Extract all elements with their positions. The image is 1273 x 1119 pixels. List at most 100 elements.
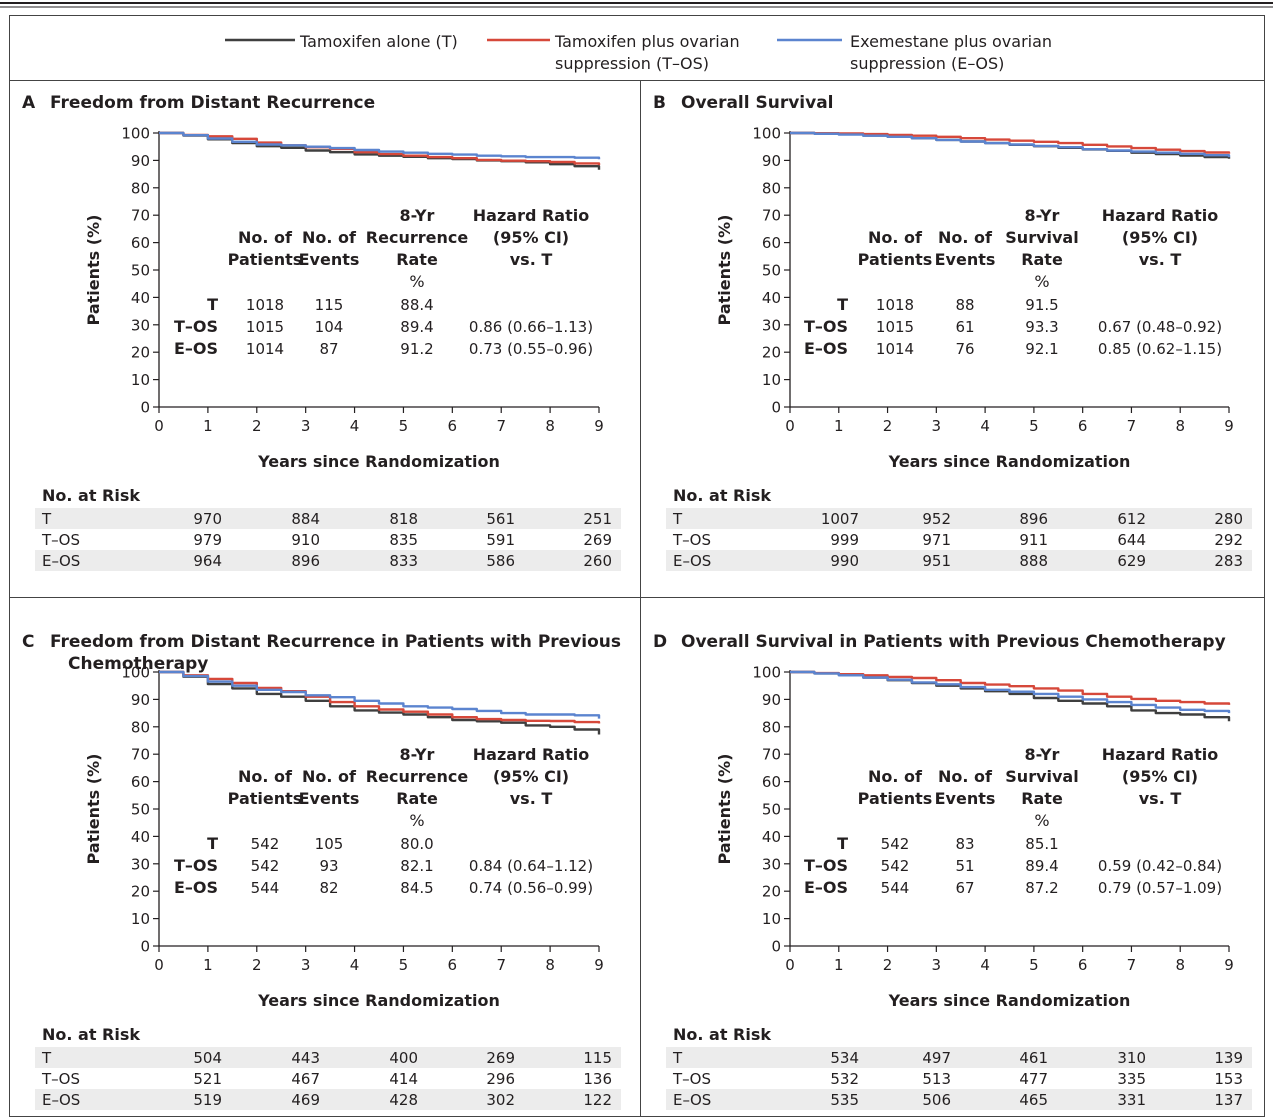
at-risk-value: 952 (922, 510, 951, 528)
at-risk-value: 443 (291, 1049, 320, 1067)
at-risk-table: No. at Risk T 504 443 400 269 115 T–OS 521 467 414… (35, 1025, 621, 1110)
stats-group-label: E–OS (804, 878, 848, 897)
x-axis-label: Years since Randomization (888, 991, 1131, 1010)
stats-table: 8-Yr Hazard Ratio No. of No. of Recurrence (9… (174, 745, 593, 897)
at-risk-value: 896 (291, 552, 320, 570)
y-tick-label: 60 (131, 773, 150, 791)
stats-header-cell: Survival (1005, 767, 1078, 786)
stats-patients: 1014 (246, 340, 284, 358)
y-tick-label: 40 (131, 289, 150, 307)
at-risk-row-label: E–OS (673, 552, 711, 570)
stats-header-cell: Hazard Ratio (473, 745, 589, 764)
at-risk-value: 497 (922, 1049, 951, 1067)
y-tick-label: 80 (131, 179, 150, 197)
at-risk-row-shade (35, 550, 621, 571)
panel-title: Chemotherapy (68, 654, 208, 674)
x-tick-label: 2 (252, 417, 262, 435)
stats-rate: 80.0 (400, 835, 433, 853)
x-tick-label: 4 (350, 417, 360, 435)
y-tick-label: 90 (131, 152, 150, 170)
y-tick-label: 10 (762, 910, 781, 928)
y-tick-label: 50 (762, 262, 781, 280)
y-tick-label: 60 (131, 234, 150, 252)
y-tick-label: 70 (762, 207, 781, 225)
y-axis-label: Patients (%) (84, 215, 103, 326)
y-tick-label: 50 (762, 801, 781, 819)
at-risk-value: 644 (1117, 531, 1146, 549)
y-tick-label: 30 (762, 855, 781, 873)
at-risk-row-label: E–OS (673, 1091, 711, 1109)
stats-header-cell: vs. T (1139, 250, 1182, 269)
at-risk-row-label: T–OS (672, 531, 711, 549)
x-tick-label: 9 (1224, 956, 1234, 974)
panel-title: Freedom from Distant Recurrence (50, 93, 375, 113)
at-risk-value: 251 (583, 510, 612, 528)
y-tick-label: 40 (762, 828, 781, 846)
y-tick-label: 0 (771, 399, 781, 417)
stats-header-cell: Events (935, 789, 996, 808)
at-risk-value: 292 (1214, 531, 1243, 549)
stats-events: 104 (315, 318, 344, 336)
stats-group-label: T (837, 295, 848, 314)
stats-patients: 544 (881, 879, 910, 897)
at-risk-value: 629 (1117, 552, 1146, 570)
x-axis-label: Years since Randomization (257, 452, 500, 471)
stats-header-cell: Hazard Ratio (1102, 745, 1218, 764)
stats-header-cell: No. of (938, 767, 993, 786)
y-tick-label: 30 (131, 855, 150, 873)
x-tick-label: 7 (1127, 417, 1137, 435)
at-risk-value: 335 (1117, 1070, 1146, 1088)
at-risk-value: 1007 (821, 510, 859, 528)
stats-table: 8-Yr Hazard Ratio No. of No. of Survival (95%… (804, 745, 1222, 897)
stats-patients: 1014 (876, 340, 914, 358)
stats-group-label: T (837, 834, 848, 853)
y-tick-label: 80 (131, 718, 150, 736)
stats-patients: 542 (881, 857, 910, 875)
x-tick-label: 9 (594, 956, 604, 974)
x-tick-label: 6 (1078, 956, 1088, 974)
at-risk-value: 283 (1214, 552, 1243, 570)
panel-c: C Freedom from Distant Recurrence in Pati… (22, 632, 621, 1110)
y-tick-label: 90 (762, 691, 781, 709)
x-tick-label: 8 (1175, 417, 1185, 435)
at-risk-value: 951 (922, 552, 951, 570)
at-risk-value: 504 (193, 1049, 222, 1067)
stats-events: 105 (315, 835, 344, 853)
at-risk-value: 591 (486, 531, 515, 549)
stats-header-cell: (95% CI) (493, 228, 569, 247)
at-risk-value: 521 (193, 1070, 222, 1088)
at-risk-row-shade (666, 550, 1252, 571)
at-risk-value: 137 (1214, 1091, 1243, 1109)
x-axis-label: Years since Randomization (888, 452, 1131, 471)
y-tick-label: 40 (762, 289, 781, 307)
x-tick-label: 2 (883, 956, 893, 974)
x-tick-label: 4 (350, 956, 360, 974)
at-risk-value: 302 (486, 1091, 515, 1109)
legend-label: Tamoxifen plus ovarian (554, 32, 740, 51)
y-tick-label: 60 (762, 234, 781, 252)
stats-group-label: T (207, 295, 218, 314)
y-tick-label: 0 (140, 399, 150, 417)
at-risk-value: 269 (486, 1049, 515, 1067)
at-risk-table: No. at Risk T 534 497 461 310 139 T–OS 532 513 477… (666, 1025, 1252, 1110)
stats-header-cell: 8-Yr (1025, 206, 1060, 225)
y-tick-label: 70 (131, 207, 150, 225)
y-axis-label: Patients (%) (715, 754, 734, 865)
stats-header-cell: Rate (1021, 250, 1063, 269)
y-tick-label: 30 (762, 316, 781, 334)
stats-group-label: T–OS (804, 317, 848, 336)
x-axis-label: Years since Randomization (257, 991, 500, 1010)
x-tick-label: 5 (1029, 956, 1039, 974)
stats-header-cell: Hazard Ratio (473, 206, 589, 225)
legend-label: Exemestane plus ovarian (850, 32, 1052, 51)
at-risk-value: 519 (193, 1091, 222, 1109)
stats-header-cell: (95% CI) (493, 767, 569, 786)
at-risk-title: No. at Risk (42, 1025, 140, 1044)
at-risk-value: 331 (1117, 1091, 1146, 1109)
x-tick-label: 8 (545, 417, 555, 435)
at-risk-value: 461 (1019, 1049, 1048, 1067)
stats-rate: 88.4 (400, 296, 433, 314)
at-risk-value: 990 (830, 552, 859, 570)
x-tick-label: 3 (301, 417, 311, 435)
panel-title: Freedom from Distant Recurrence in Patie… (50, 632, 621, 652)
